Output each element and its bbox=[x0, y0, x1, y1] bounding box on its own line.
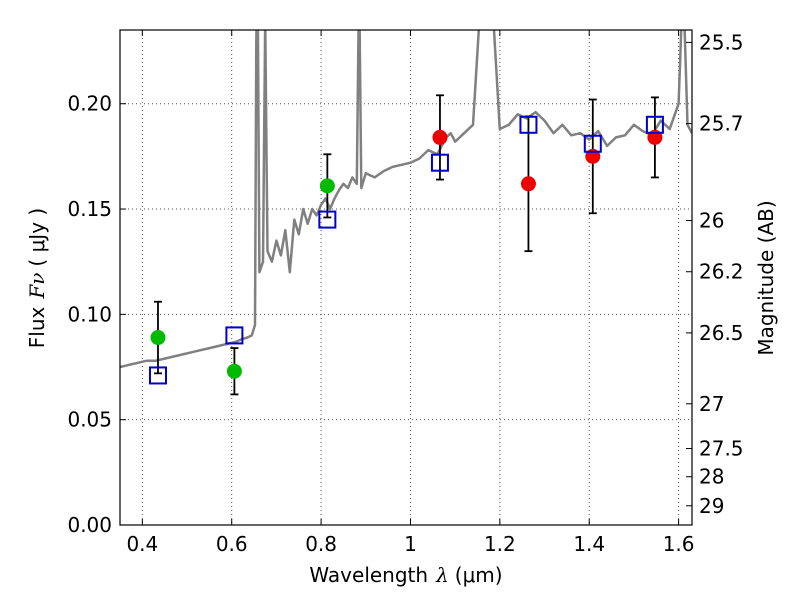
x-axis-unit: (μm) bbox=[455, 563, 503, 587]
model-photometry-square bbox=[645, 115, 664, 134]
y-axis-symbol: Fν bbox=[25, 273, 49, 300]
x-axis-symbol: λ bbox=[435, 563, 449, 587]
y2-tick-label: 29 bbox=[699, 494, 724, 518]
plot-area bbox=[120, 30, 692, 396]
y-axis-label-text: Flux bbox=[25, 306, 49, 348]
optical_photometry-point bbox=[319, 178, 335, 194]
axes: 0.4 0.6 0.8 1 1.2 1.4 1.6 0.00 0.05 0.10 0.15 0.20 2… bbox=[67, 30, 744, 556]
model-photometry-square bbox=[430, 153, 449, 172]
model-photometry-square bbox=[583, 134, 602, 153]
optical_photometry-point bbox=[150, 330, 166, 346]
model-photometry-square bbox=[318, 210, 337, 229]
y-axis-unit: ( μJy ) bbox=[25, 208, 49, 267]
model-photometry-square bbox=[519, 115, 538, 134]
infrared_photometry-point bbox=[520, 176, 536, 192]
y2-tick-label: 28 bbox=[699, 465, 724, 489]
y-axis-label: Flux Fν ( μJy ) bbox=[25, 208, 49, 348]
x-tick-label: 1.6 bbox=[663, 532, 695, 556]
model-photometry-square bbox=[148, 366, 167, 385]
x-tick-label: 0.8 bbox=[305, 532, 337, 556]
x-tick-label: 1.2 bbox=[484, 532, 516, 556]
y2-tick-label: 26 bbox=[699, 209, 724, 233]
y-tick-label: 0.15 bbox=[67, 197, 112, 221]
infrared_photometry-point bbox=[432, 129, 448, 145]
y2-tick-label: 25.7 bbox=[699, 112, 744, 136]
y2-axis-label: Magnitude (AB) bbox=[754, 200, 778, 355]
plot-frame bbox=[119, 29, 693, 526]
y2-tick-label: 26.2 bbox=[699, 260, 744, 284]
plot-background bbox=[120, 30, 692, 525]
y-tick-label: 0.20 bbox=[67, 92, 112, 116]
x-tick-label: 1.4 bbox=[573, 532, 605, 556]
x-axis-label: Wavelength λ (μm) bbox=[309, 563, 502, 587]
x-tick-label: 0.4 bbox=[126, 532, 158, 556]
y-tick-label: 0.05 bbox=[67, 408, 112, 432]
y-tick-label: 0.00 bbox=[67, 513, 112, 537]
y-tick-label: 0.10 bbox=[67, 302, 112, 326]
x-axis-label-text: Wavelength bbox=[309, 563, 428, 587]
y2-tick-label: 27.5 bbox=[699, 437, 744, 461]
optical_photometry-point bbox=[226, 363, 242, 379]
model-photometry-square bbox=[225, 326, 244, 345]
x-tick-label: 0.6 bbox=[216, 532, 248, 556]
x-tick-label: 1 bbox=[404, 532, 417, 556]
y2-tick-label: 25.5 bbox=[699, 30, 744, 54]
y2-tick-label: 27 bbox=[699, 392, 724, 416]
y2-tick-label: 26.5 bbox=[699, 321, 744, 345]
